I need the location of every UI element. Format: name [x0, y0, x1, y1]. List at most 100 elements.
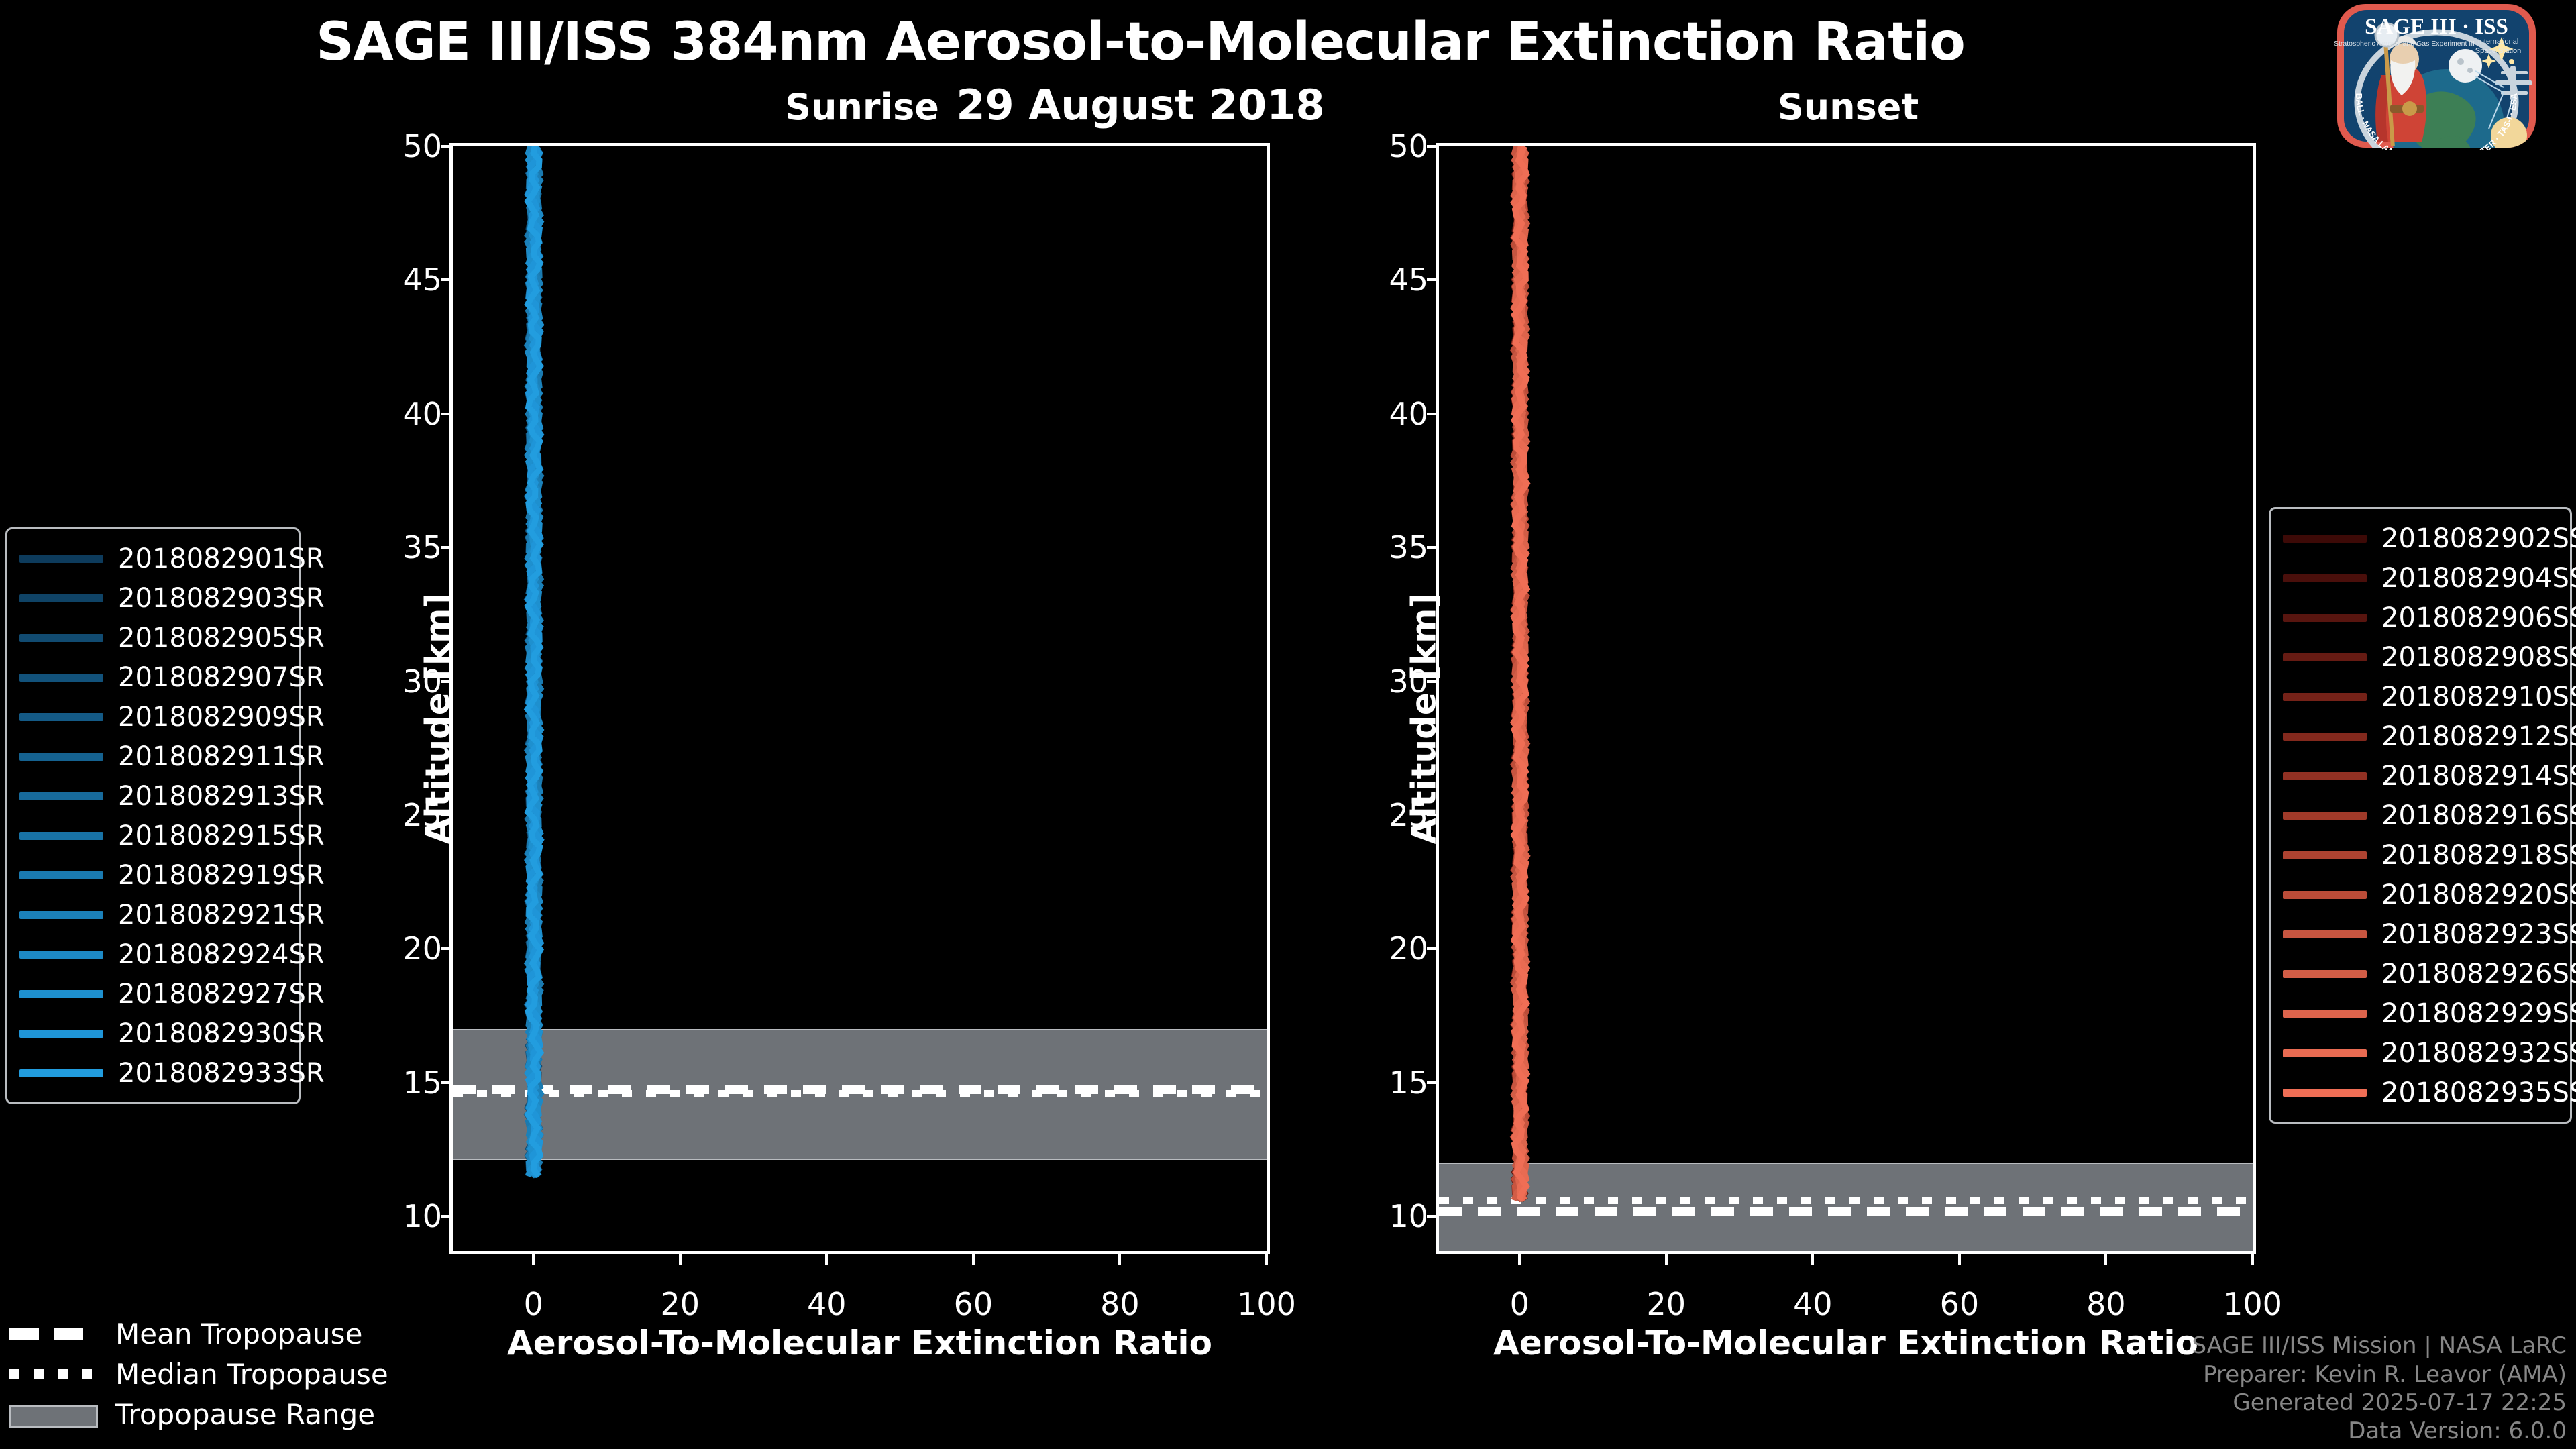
series-lines-group	[523, 146, 545, 1179]
legend-item-sunrise[interactable]: 2018082913SR	[19, 776, 325, 816]
x-axis-tick-mark	[1664, 1251, 1668, 1265]
y-axis-tick-mark	[1427, 412, 1439, 415]
y-axis-tick-mark	[441, 278, 453, 282]
x-axis-tick-mark	[1265, 1251, 1268, 1265]
legend-item-label: 2018082902SS	[2381, 523, 2576, 554]
legend-item-sunset[interactable]: 2018082920SS	[2283, 875, 2576, 914]
legend-item-sunset[interactable]: 2018082926SS	[2283, 954, 2576, 994]
y-axis-tick-label: 15	[402, 1064, 442, 1101]
series-line	[1510, 146, 1531, 1201]
x-axis-tick-mark	[678, 1251, 682, 1265]
y-axis-tick-label: 25	[402, 796, 442, 833]
legend-color-swatch	[2283, 930, 2367, 938]
x-axis-tick-label: 0	[1509, 1286, 1529, 1322]
legend-item-sunset[interactable]: 2018082923SS	[2283, 914, 2576, 954]
legend-item-sunset[interactable]: 2018082910SS	[2283, 677, 2576, 716]
legend-item-sunrise[interactable]: 2018082907SR	[19, 657, 325, 697]
sunset-plot-panel[interactable]: Altitude [km] Aerosol-To-Molecular Extin…	[1389, 128, 2282, 1362]
legend-item-sunrise[interactable]: 2018082927SR	[19, 974, 325, 1014]
legend-item-sunrise[interactable]: 2018082921SR	[19, 895, 325, 934]
legend-color-swatch	[2283, 1009, 2367, 1018]
x-axis-tick-label: 100	[1237, 1286, 1296, 1322]
patch-subtitle-left: Stratospheric Aerosol and Gas Experiment…	[2334, 40, 2475, 48]
legend-item-sunset[interactable]: 2018082906SS	[2283, 598, 2576, 637]
legend-item-label: 2018082932SS	[2381, 1037, 2576, 1069]
legend-item-sunrise[interactable]: 2018082905SR	[19, 618, 325, 657]
legend-item-label: 2018082901SR	[118, 543, 325, 574]
sunrise-plot-panel[interactable]: Altitude [km] Aerosol-To-Molecular Extin…	[402, 128, 1295, 1362]
sunrise-plot-area	[453, 146, 1267, 1251]
legend-item-sunset[interactable]: 2018082914SS	[2283, 756, 2576, 796]
y-axis-tick-label: 50	[1389, 128, 1428, 164]
y-axis-tick-mark	[441, 145, 453, 148]
series-lines-group	[1509, 146, 1531, 1203]
y-axis-tick-mark	[441, 680, 453, 683]
legend-item-label: 2018082912SS	[2381, 720, 2576, 752]
legend-item-sunrise[interactable]: 2018082911SR	[19, 737, 325, 776]
legend-item-sunrise[interactable]: 2018082909SR	[19, 697, 325, 737]
y-axis-tick-mark	[441, 813, 453, 816]
sunrise-x-axis-label: Aerosol-To-Molecular Extinction Ratio	[507, 1324, 1212, 1362]
legend-color-swatch	[19, 910, 103, 919]
y-axis-tick-mark	[1427, 947, 1439, 951]
x-axis-tick-mark	[532, 1251, 535, 1265]
tropopause-legend: Mean Tropopause Median Tropopause Tropop…	[9, 1313, 388, 1434]
credit-line-version: Data Version: 6.0.0	[2348, 1417, 2567, 1444]
legend-item-label: 2018082933SR	[118, 1057, 325, 1089]
legend-color-swatch	[19, 871, 103, 879]
legend-item-sunset[interactable]: 2018082912SS	[2283, 716, 2576, 756]
legend-item-sunset[interactable]: 2018082916SS	[2283, 796, 2576, 835]
legend-color-swatch	[19, 989, 103, 998]
page-title: SAGE III/ISS 384nm Aerosol-to-Molecular …	[316, 12, 1966, 72]
y-axis-tick-label: 45	[402, 262, 442, 299]
legend-item-sunset[interactable]: 2018082908SS	[2283, 637, 2576, 677]
legend-item-sunrise[interactable]: 2018082933SR	[19, 1053, 325, 1093]
legend-item-sunset[interactable]: 2018082932SS	[2283, 1033, 2576, 1073]
y-axis-tick-mark	[1427, 145, 1439, 148]
y-axis-tick-label: 40	[402, 395, 442, 432]
legend-item-sunset[interactable]: 2018082902SS	[2283, 519, 2576, 558]
legend-item-label: 2018082919SR	[118, 859, 325, 891]
x-axis-tick-label: 100	[2223, 1286, 2282, 1322]
legend-item-sunrise[interactable]: 2018082930SR	[19, 1014, 325, 1053]
x-axis-tick-label: 20	[660, 1286, 700, 1322]
legend-item-sunset[interactable]: 2018082929SS	[2283, 994, 2576, 1033]
y-axis-tick-label: 40	[1389, 395, 1428, 432]
y-axis-tick-mark	[1427, 813, 1439, 816]
sunset-event-legend[interactable]: 2018082902SS 2018082904SS 2018082906SS 2018…	[2269, 507, 2576, 1124]
y-axis-tick-mark	[441, 1215, 453, 1218]
sunrise-event-legend[interactable]: 2018082901SR 2018082903SR 2018082905SR 2018…	[5, 527, 325, 1104]
x-axis-tick-mark	[971, 1251, 975, 1265]
y-axis-tick-label: 30	[1389, 663, 1428, 700]
legend-item-sunrise[interactable]: 2018082915SR	[19, 816, 325, 855]
legend-color-swatch	[2283, 613, 2367, 622]
legend-color-swatch	[2283, 534, 2367, 543]
legend-item-sunrise[interactable]: 2018082903SR	[19, 578, 325, 618]
y-axis-tick-label: 15	[1389, 1064, 1428, 1101]
legend-color-swatch	[19, 831, 103, 840]
legend-item-sunset[interactable]: 2018082918SS	[2283, 835, 2576, 875]
legend-item-sunset[interactable]: 2018082904SS	[2283, 558, 2576, 598]
legend-item-sunrise[interactable]: 2018082901SR	[19, 539, 325, 578]
legend-item-sunset[interactable]: 2018082935SS	[2283, 1073, 2576, 1112]
x-axis-tick-label: 20	[1646, 1286, 1686, 1322]
mean-tropopause-label: Mean Tropopause	[115, 1317, 363, 1350]
x-axis-tick-label: 0	[523, 1286, 543, 1322]
y-axis-tick-mark	[1427, 278, 1439, 282]
y-axis-tick-label: 30	[402, 663, 442, 700]
legend-color-swatch	[2283, 574, 2367, 582]
legend-color-swatch	[19, 594, 103, 602]
median-tropopause-line-icon	[9, 1365, 98, 1383]
legend-color-swatch	[19, 633, 103, 642]
legend-item-sunrise[interactable]: 2018082924SR	[19, 934, 325, 974]
x-axis-tick-mark	[1811, 1251, 1815, 1265]
legend-item-label: 2018082923SS	[2381, 918, 2576, 950]
legend-item-sunrise[interactable]: 2018082919SR	[19, 855, 325, 895]
legend-item-label: 2018082916SS	[2381, 800, 2576, 831]
legend-row-mean-tropopause: Mean Tropopause	[9, 1313, 388, 1354]
x-axis-tick-mark	[1957, 1251, 1961, 1265]
legend-item-label: 2018082924SR	[118, 938, 325, 970]
y-axis-tick-label: 35	[1389, 529, 1428, 566]
legend-color-swatch	[2283, 1088, 2367, 1097]
legend-item-label: 2018082913SR	[118, 780, 325, 812]
